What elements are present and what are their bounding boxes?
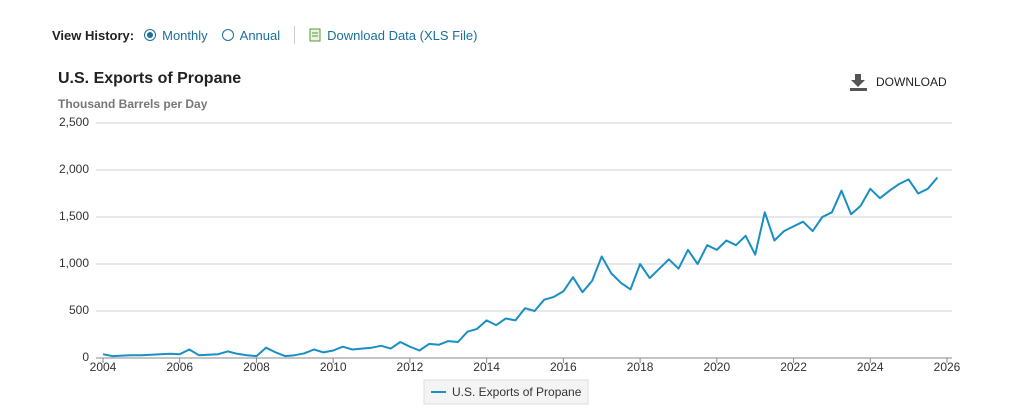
y-tick-label: 0 [82, 350, 89, 364]
y-tick-label: 500 [69, 303, 89, 317]
x-tick-label: 2020 [703, 360, 730, 374]
legend-box [423, 379, 589, 405]
monthly-option[interactable]: Monthly [162, 27, 208, 43]
x-tick-label: 2026 [934, 360, 961, 374]
legend-label: U.S. Exports of Propane [452, 385, 582, 399]
x-tick-label: 2024 [857, 360, 884, 374]
x-tick-label: 2010 [320, 360, 347, 374]
x-tick-label: 2018 [627, 360, 654, 374]
x-tick-label: 2016 [550, 360, 577, 374]
x-tick-label: 2008 [243, 360, 270, 374]
x-tick-label: 2014 [473, 360, 500, 374]
y-axis-label: Thousand Barrels per Day [58, 97, 208, 111]
x-tick-label: 2022 [780, 360, 807, 374]
download-icon [850, 74, 867, 91]
download-button[interactable]: DOWNLOAD [850, 74, 947, 91]
separator [294, 26, 296, 44]
xls-icon [309, 28, 321, 42]
download-data-link[interactable]: Download Data (XLS File) [327, 27, 478, 43]
y-tick-label: 2,000 [59, 162, 89, 176]
monthly-radio[interactable] [144, 29, 157, 41]
view-history-label: View History: [52, 27, 135, 43]
chart-title: U.S. Exports of Propane [58, 70, 241, 87]
y-tick-label: 1,500 [59, 209, 89, 223]
view-history-bar: View History: Monthly Annual Download Da… [52, 26, 477, 44]
download-label: DOWNLOAD [876, 75, 947, 89]
y-tick-label: 2,500 [59, 115, 89, 129]
annual-radio[interactable] [221, 29, 234, 41]
annual-option[interactable]: Annual [239, 27, 281, 43]
y-tick-label: 1,000 [59, 256, 89, 270]
series-line [102, 176, 939, 358]
x-tick-label: 2006 [166, 360, 193, 374]
x-tick-label: 2004 [90, 360, 117, 374]
x-tick-label: 2012 [397, 360, 424, 374]
